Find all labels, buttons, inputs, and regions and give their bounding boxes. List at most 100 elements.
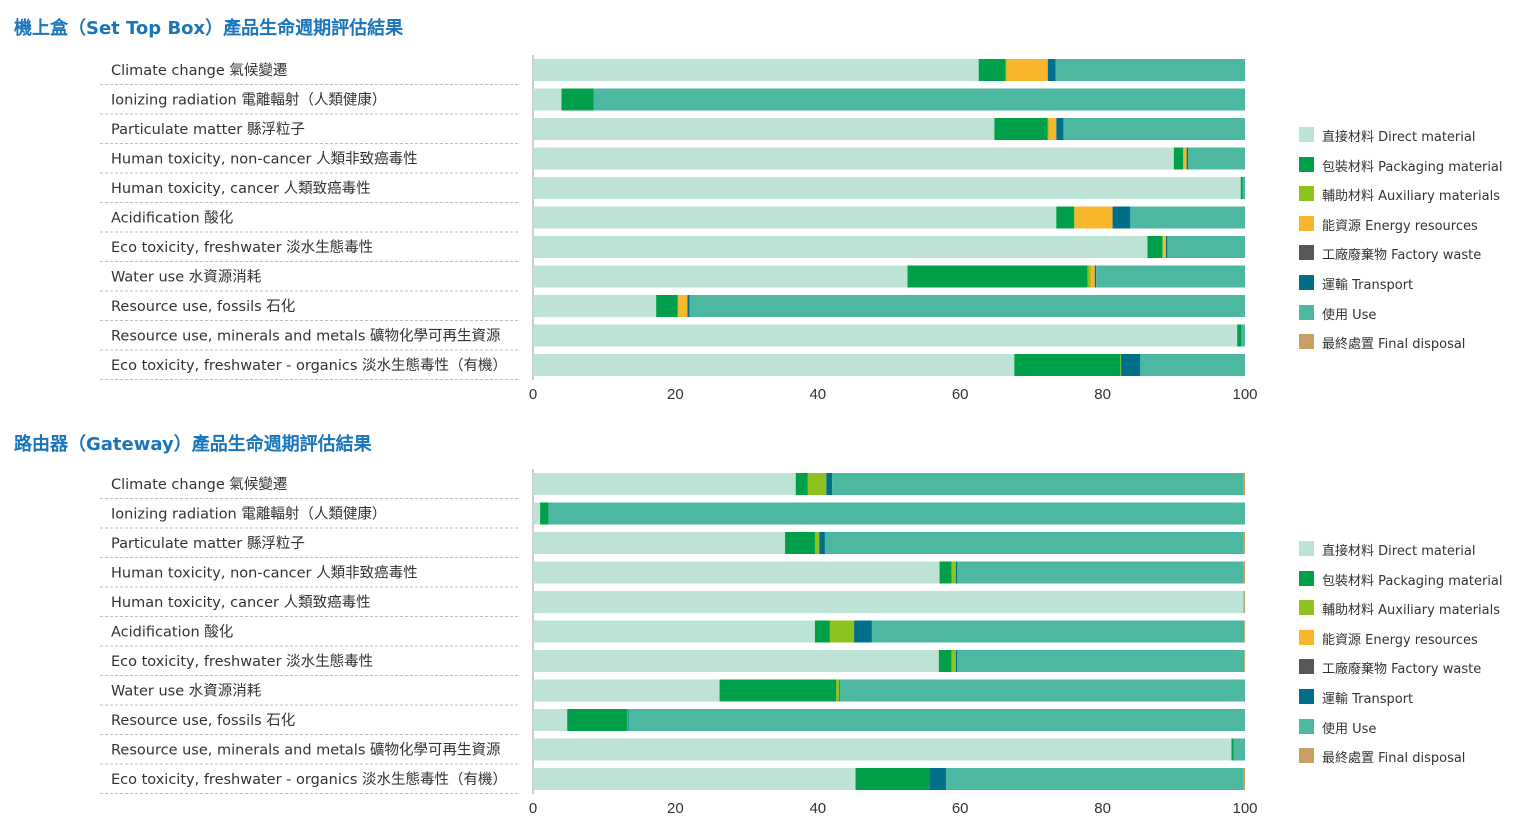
category-label: Resource use, minerals and metals 礦物化學可再… (111, 327, 501, 345)
legend-swatch (1299, 541, 1314, 556)
bar-segment-energy-resources (1048, 118, 1057, 140)
bar-segment-direct-material (533, 354, 1015, 376)
bar-segment-direct-material (533, 532, 786, 554)
legend-label: 輔助材料 Auxiliary materials (1322, 603, 1500, 619)
legend-swatch (1299, 186, 1314, 202)
legend-label: 能資源 Energy resources (1322, 218, 1478, 234)
legend-label: 能資源 Energy resources (1322, 632, 1478, 648)
legend-swatch (1299, 275, 1314, 290)
category-label: Acidification 酸化 (111, 624, 233, 641)
legend-label: 工廠廢棄物 Factory waste (1322, 248, 1482, 264)
legend-label: 工廠廢棄物 Factory waste (1322, 662, 1482, 678)
bar-segment-transport (929, 768, 946, 790)
bar-segment-use (824, 532, 1244, 554)
legend-swatch (1299, 748, 1314, 764)
x-tick-label: 40 (809, 386, 826, 403)
bar-segment-use (1233, 738, 1245, 761)
category-label: Particulate matter 縣浮粒子 (111, 121, 305, 138)
bar-segment-energy-resources (1090, 265, 1095, 288)
bar-segment-transport (627, 709, 629, 731)
category-label: Resource use, fossils 石化 (111, 712, 295, 729)
legend-swatch (1299, 127, 1314, 142)
bar-segment-direct-material (533, 324, 1238, 347)
category-label: Eco toxicity, freshwater - organics 淡水生態… (111, 771, 507, 788)
gateway-chart-title: 路由器（Gateway）產品生命週期評估結果 (14, 434, 372, 455)
category-label: Climate change 氣候變遷 (111, 476, 287, 493)
bar-segment-auxiliary-materials (1162, 236, 1164, 258)
bar-segment-packaging-material (1231, 738, 1234, 761)
legend-label: 運輸 Transport (1322, 692, 1414, 707)
bar-segment-use (1243, 591, 1245, 613)
bar-segment-use (1188, 147, 1245, 170)
bar-segment-auxiliary-materials (829, 620, 855, 643)
bar-segment-use (1140, 354, 1245, 376)
bar-segment-direct-material (533, 650, 939, 672)
bar-segment-use (945, 768, 1244, 790)
legend-label: 直接材料 Direct material (1322, 544, 1476, 559)
bar-segment-packaging-material (1237, 324, 1242, 347)
legend-label: 使用 Use (1322, 721, 1377, 737)
bar-segment-use (1242, 177, 1245, 199)
gateway-panel: 路由器（Gateway）產品生命週期評估結果 Climate change 氣候… (0, 415, 1527, 834)
bar-segment-packaging-material (785, 532, 815, 554)
gateway-chart: Climate change 氣候變遷 Ionizing radiation 電離… (100, 469, 1258, 817)
bar-segment-transport (819, 532, 825, 554)
bar-segment-direct-material (533, 236, 1148, 258)
bar-segment-direct-material (533, 206, 1057, 229)
category-label: Human toxicity, cancer 人類致癌毒性 (111, 594, 371, 611)
bar-segment-direct-material (533, 147, 1174, 170)
x-tick-label: 80 (1094, 800, 1111, 817)
legend-label: 最終處置 Final disposal (1322, 751, 1466, 767)
bar-segment-energy-resources (1006, 59, 1048, 81)
bar-segment-packaging-material (1173, 147, 1184, 170)
category-label: Human toxicity, cancer 人類致癌毒性 (111, 180, 371, 197)
category-label: Human toxicity, non-cancer 人類非致癌毒性 (111, 151, 418, 168)
category-label: Ionizing radiation 電離輻射（人類健康） (111, 91, 386, 109)
legend-swatch (1299, 215, 1314, 231)
bar-segment-transport (955, 650, 958, 672)
bar-segment-use (1241, 324, 1245, 347)
bar-segment-auxiliary-materials (1120, 354, 1122, 376)
bar-segment-final-disposal (1243, 473, 1245, 495)
bar-segment-packaging-material (907, 265, 1088, 288)
bar-segment-direct-material (533, 738, 1232, 761)
bar-segment-direct-material (533, 177, 1241, 199)
bar-segment-auxiliary-materials (814, 532, 820, 554)
bar-segment-use (689, 295, 1245, 317)
bar-segment-packaging-material (978, 59, 1006, 81)
bar-segment-auxiliary-materials (1047, 118, 1049, 140)
bar-segment-transport (1165, 236, 1168, 258)
bar-segment-packaging-material (938, 650, 952, 672)
x-tick-label: 0 (529, 386, 537, 403)
category-label: Climate change 氣候變遷 (111, 62, 287, 79)
x-tick-label: 100 (1232, 386, 1257, 403)
bar-segment-direct-material (533, 295, 657, 317)
legend-swatch (1299, 156, 1314, 172)
legend-swatch (1299, 570, 1314, 586)
bar-segment-auxiliary-materials (626, 709, 628, 731)
bar-segment-energy-resources (678, 295, 688, 317)
bar-segment-energy-resources (1183, 147, 1187, 170)
bar-segment-packaging-material (1014, 354, 1121, 376)
bar-segment-final-disposal (1243, 561, 1245, 584)
category-label: Eco toxicity, freshwater 淡水生態毒性 (111, 653, 373, 670)
bar-segment-use (832, 473, 1244, 495)
legend-label: 包裝材料 Packaging material (1322, 159, 1503, 175)
bar-segment-transport (1056, 118, 1064, 140)
bar-segment-use (1167, 236, 1245, 258)
stb-panel: 機上盒（Set Top Box）產品生命週期評估結果 Climate chang… (0, 0, 1527, 415)
bar-segment-final-disposal (1243, 532, 1245, 554)
bar-segment-packaging-material (567, 709, 627, 731)
bar-segment-packaging-material (656, 295, 678, 317)
bar-segment-auxiliary-materials (807, 473, 827, 495)
category-label: Particulate matter 縣浮粒子 (111, 535, 305, 552)
bar-segment-direct-material (533, 620, 815, 643)
bar-segment-transport (955, 561, 958, 584)
bar-segment-packaging-material (814, 620, 830, 643)
x-tick-label: 20 (667, 800, 684, 817)
bar-segment-direct-material (533, 709, 568, 731)
bar-segment-direct-material (533, 679, 720, 702)
bar-segment-direct-material (533, 265, 908, 288)
bar-segment-final-disposal (1244, 650, 1246, 672)
bar-segment-direct-material (533, 473, 796, 495)
